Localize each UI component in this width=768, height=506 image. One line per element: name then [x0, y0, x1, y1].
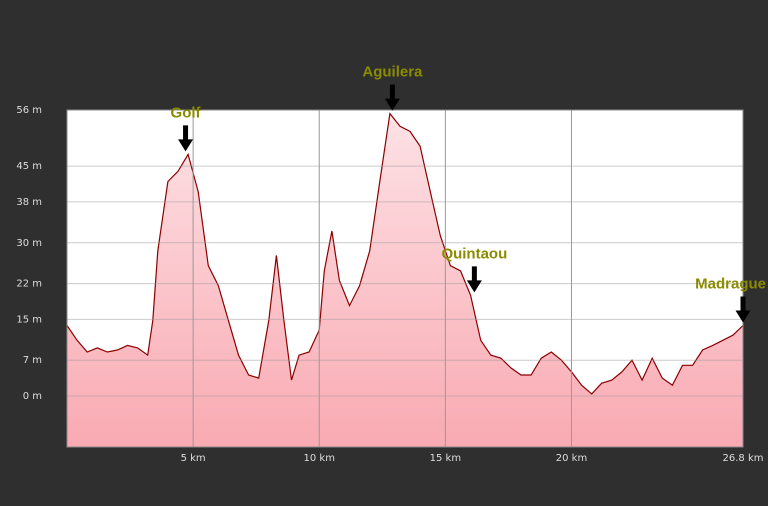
y-tick-label: 30 m	[16, 238, 42, 249]
annotation-label: Aguilera	[362, 64, 423, 81]
x-tick-label: 20 km	[556, 453, 587, 464]
y-tick-label: 56 m	[16, 105, 42, 116]
annotation-arrow	[466, 266, 482, 293]
x-tick-label: 5 km	[181, 453, 206, 464]
profile-line	[66, 112, 744, 395]
annotation-arrow	[384, 84, 400, 111]
y-tick-label: 15 m	[16, 314, 42, 325]
x-tick-label: 26.8 km	[723, 453, 764, 464]
x-tick-label: 15 km	[430, 453, 461, 464]
plot-frame	[66, 109, 744, 448]
y-tick-label: 0 m	[23, 391, 42, 402]
annotation-arrow	[735, 296, 751, 323]
annotation-label: Golf	[171, 104, 202, 121]
annotation-label: Quintaou	[441, 245, 507, 262]
area-fill	[67, 113, 743, 447]
annotation-arrow	[178, 125, 194, 152]
y-tick-label: 7 m	[23, 355, 42, 366]
annotation-label: Madrague	[695, 275, 766, 292]
y-tick-label: 38 m	[16, 197, 42, 208]
y-tick-label: 45 m	[16, 161, 42, 172]
x-tick-label: 10 km	[304, 453, 335, 464]
y-tick-label: 22 m	[16, 279, 42, 290]
